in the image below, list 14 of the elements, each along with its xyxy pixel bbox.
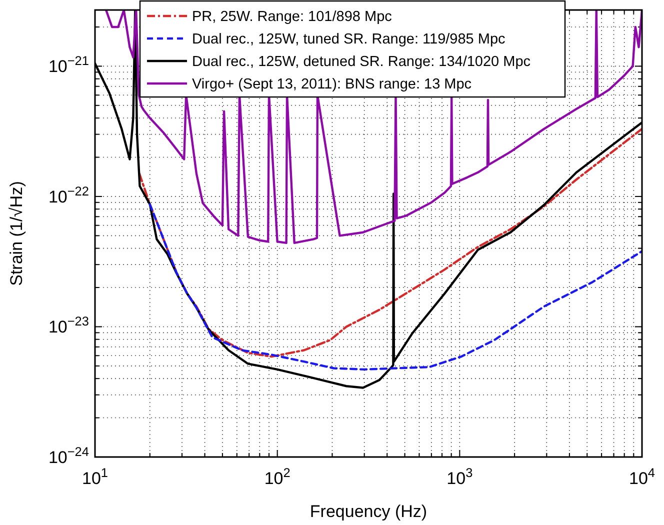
- legend-label: Dual rec., 125W, detuned SR. Range: 134/1020 Mpc: [192, 54, 531, 70]
- legend-label: PR, 25W. Range: 101/898 Mpc: [192, 9, 392, 25]
- y-tick-label: 10$^{−23}$: [48, 313, 89, 337]
- y-tick-label: 10$^{−21}$: [48, 52, 89, 76]
- y-axis-title: Strain (1/√Hz): [7, 181, 26, 286]
- y-tick-label: 10$^{−22}$: [48, 182, 89, 206]
- x-tick-label: 10$^{4}$: [628, 464, 656, 488]
- x-tick-label: 10$^{3}$: [446, 464, 473, 488]
- x-tick-label: 10$^{1}$: [82, 464, 108, 488]
- legend-label: Dual rec., 125W, tuned SR. Range: 119/985 Mpc: [192, 32, 506, 48]
- x-axis-title: Frequency (Hz): [310, 502, 428, 521]
- legend-label: Virgo+ (Sept 13, 2011): BNS range: 13 Mpc: [192, 76, 472, 92]
- x-tick-label: 10$^{2}$: [264, 464, 290, 488]
- y-tick-label: 10$^{−24}$: [48, 444, 89, 467]
